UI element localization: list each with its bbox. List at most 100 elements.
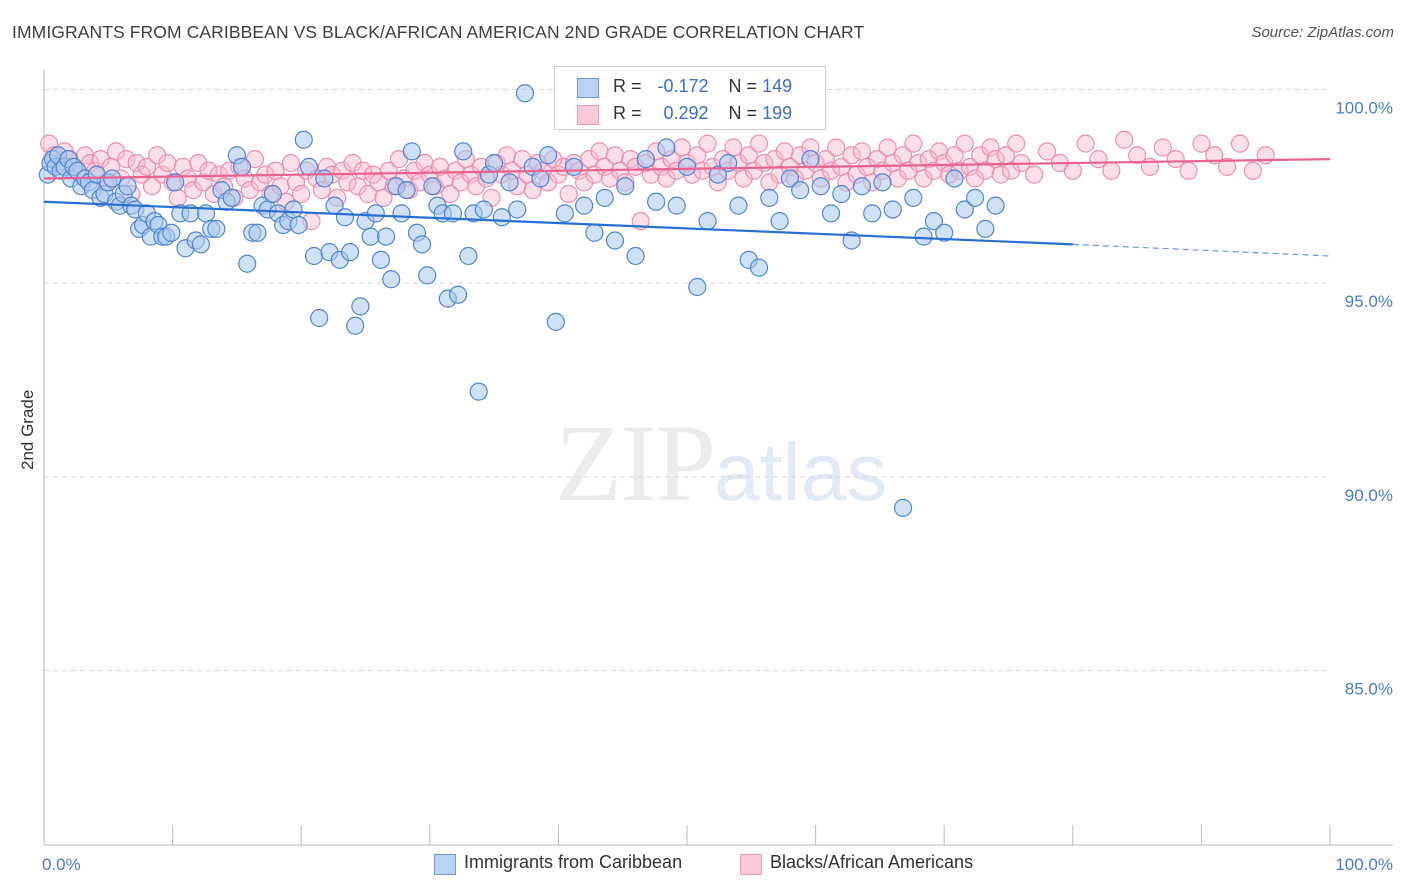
caribbean-point — [418, 266, 437, 285]
caribbean-point — [454, 142, 473, 161]
blacks-point — [698, 134, 717, 153]
caribbean-point — [397, 181, 416, 200]
tick-labels: 85.0% 90.0% 95.0% 100.0% 0.0% 100.0% — [42, 98, 1393, 874]
caribbean-point — [801, 150, 820, 169]
caribbean-point — [351, 297, 370, 316]
caribbean-point — [485, 153, 504, 173]
blacks-point — [168, 188, 187, 207]
blacks-point — [158, 153, 177, 173]
caribbean-point — [459, 246, 478, 266]
stats-legend: R = -0.172 N = 149 R = 0.292 N = 199 — [554, 66, 826, 130]
blacks-point — [1243, 161, 1262, 180]
blacks-point — [827, 138, 846, 157]
caribbean-point — [564, 157, 583, 176]
caribbean-point — [289, 215, 308, 235]
caribbean-point — [677, 157, 697, 176]
caribbean-point — [760, 188, 779, 207]
bottom-legend-label-caribbean: Immigrants from Caribbean — [464, 852, 683, 872]
y-tick-label: 100.0% — [1335, 98, 1393, 117]
caribbean-trend-line — [43, 200, 1073, 246]
caribbean-point — [914, 227, 933, 246]
caribbean-point — [238, 254, 257, 273]
caribbean-point — [749, 258, 769, 277]
blacks-point — [137, 157, 156, 176]
legend-n-label: N = — [728, 103, 758, 123]
blacks-trend-line — [43, 158, 1331, 180]
caribbean-point — [729, 196, 748, 215]
caribbean-point — [346, 316, 365, 335]
bottom-legend-label-blacks: Blacks/African Americans — [770, 852, 974, 872]
axes — [43, 70, 1393, 846]
legend-r-label: R = — [613, 103, 642, 123]
caribbean-point — [166, 173, 185, 192]
caribbean-point — [118, 177, 137, 196]
blacks-point — [852, 142, 871, 161]
caribbean-point — [986, 196, 1005, 215]
caribbean-point — [515, 84, 535, 103]
caribbean-point — [310, 308, 329, 328]
caribbean-point — [162, 223, 181, 242]
caribbean-point — [546, 312, 565, 331]
caribbean-point — [791, 181, 810, 200]
caribbean-point — [232, 157, 252, 176]
x-tick-label: 0.0% — [42, 855, 81, 874]
caribbean-point — [555, 204, 574, 223]
caribbean-point — [474, 200, 493, 219]
legend-text-caribbean: R = -0.172 N = 149 — [613, 76, 792, 97]
caribbean-point — [284, 200, 303, 219]
blacks-point — [775, 142, 794, 161]
blacks-point — [590, 142, 609, 161]
caribbean-point — [626, 246, 645, 266]
caribbean-point — [863, 204, 882, 223]
caribbean-point — [811, 177, 830, 196]
watermark-atlas: atlas — [714, 427, 888, 518]
watermark: ZIPatlas — [555, 400, 887, 527]
blacks-point — [904, 134, 923, 153]
caribbean-point — [780, 169, 799, 188]
blacks-point — [991, 165, 1010, 184]
series-caribbean-points — [38, 84, 1005, 517]
blacks-point — [749, 134, 769, 153]
caribbean-point — [448, 285, 468, 304]
caribbean-point — [294, 130, 313, 149]
caribbean-point — [770, 212, 789, 231]
blacks-point — [1037, 142, 1057, 161]
bottom-legend-swatch-pink — [740, 854, 762, 875]
watermark-zip: ZIP — [555, 402, 716, 524]
caribbean-point — [698, 212, 717, 231]
caribbean-point — [924, 212, 944, 231]
blacks-point — [1153, 138, 1172, 157]
caribbean-point — [191, 235, 210, 254]
blacks-point — [1102, 161, 1121, 180]
caribbean-point — [647, 192, 666, 211]
blacks-point — [605, 146, 625, 165]
blacks-point — [981, 138, 1000, 157]
caribbean-point — [904, 188, 923, 207]
caribbean-point — [376, 227, 396, 246]
legend-r-label: R = — [613, 76, 642, 96]
blacks-point — [374, 188, 393, 207]
legend-r-value: -0.172 — [657, 76, 709, 96]
blacks-point — [1063, 161, 1082, 180]
caribbean-point — [955, 200, 974, 219]
caribbean-point — [708, 165, 727, 184]
legend-n-value: 149 — [762, 76, 793, 96]
y-tick-label: 85.0% — [1345, 680, 1393, 699]
blacks-point — [1179, 161, 1198, 180]
caribbean-point — [361, 227, 380, 246]
caribbean-point — [667, 196, 686, 215]
caribbean-point — [873, 173, 892, 192]
y-tick-label: 90.0% — [1345, 486, 1393, 505]
blacks-point — [1192, 134, 1211, 153]
caribbean-point — [304, 246, 324, 266]
caribbean-trend-extension — [1072, 243, 1331, 257]
blacks-point — [842, 146, 861, 165]
caribbean-point — [371, 250, 391, 269]
blacks-point — [266, 161, 285, 180]
caribbean-point — [402, 142, 421, 161]
caribbean-point — [965, 188, 985, 207]
caribbean-point — [392, 204, 411, 223]
caribbean-point — [263, 184, 283, 204]
caribbean-point — [469, 382, 488, 401]
blacks-point — [1076, 134, 1095, 153]
